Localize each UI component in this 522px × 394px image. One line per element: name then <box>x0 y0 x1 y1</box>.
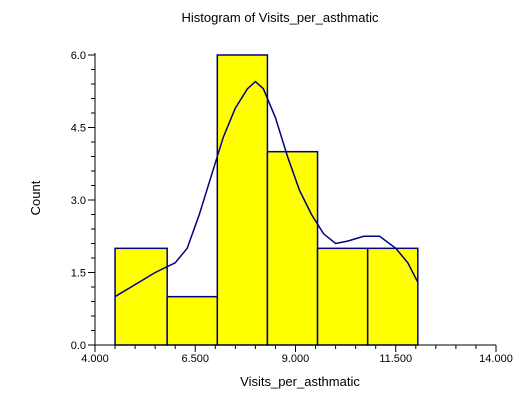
histogram-bar <box>266 150 319 346</box>
bars-group <box>114 54 419 346</box>
y-axis-label: Count <box>28 180 43 215</box>
histogram-bar <box>366 247 419 346</box>
x-tick-label: 14.000 <box>479 353 513 365</box>
histogram-bar <box>316 247 369 346</box>
y-tick-label: 4.5 <box>71 123 86 135</box>
y-tick-label: 0.0 <box>71 340 86 352</box>
x-tick-label: 11.500 <box>379 353 412 365</box>
histogram-bar <box>216 54 269 346</box>
chart-title: Histogram of Visits_per_asthmatic <box>181 10 379 25</box>
x-axis: 4.000 6.500 9.000 11.500 14.000 <box>81 344 513 365</box>
x-axis-label: Visits_per_asthmatic <box>240 374 360 389</box>
y-tick-label: 6.0 <box>71 50 86 62</box>
x-tick-label: 6.500 <box>181 353 209 365</box>
density-curve <box>114 80 419 298</box>
y-axis: 0.0 1.5 3.0 4.5 6.0 <box>71 50 96 352</box>
y-tick-label: 3.0 <box>71 195 86 207</box>
y-tick-label: 1.5 <box>71 268 86 280</box>
histogram-bar <box>166 295 219 346</box>
histogram-bar <box>114 247 168 346</box>
x-tick-label: 4.000 <box>81 353 109 365</box>
x-tick-label: 9.000 <box>282 353 310 365</box>
